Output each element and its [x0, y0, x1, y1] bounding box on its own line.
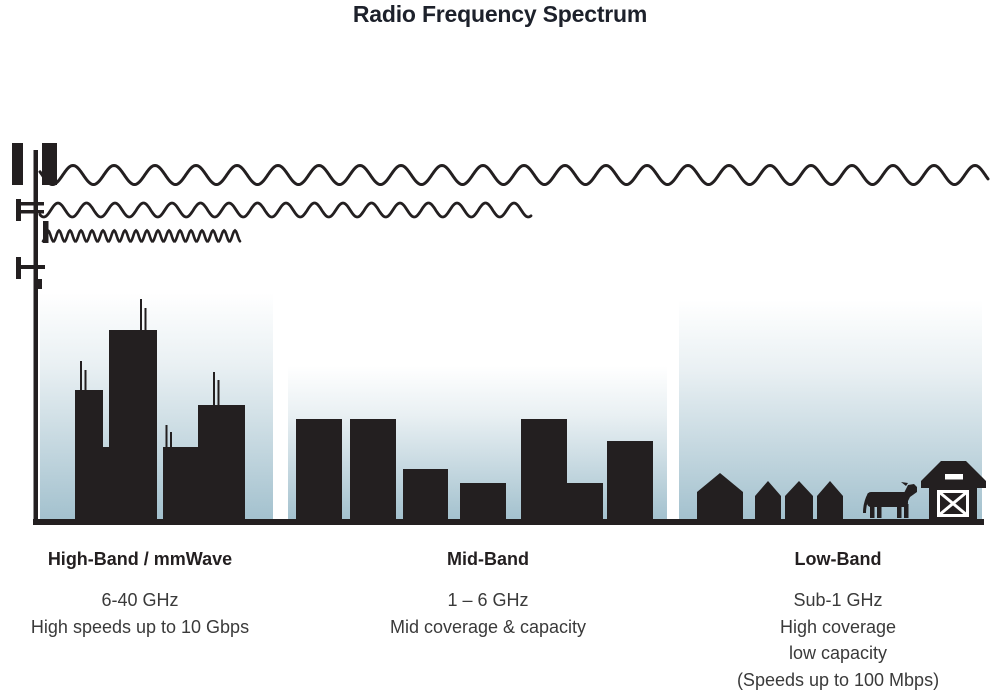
building-icon	[521, 419, 567, 521]
low-band-description: Sub-1 GHz High coverage low capacity (Speed…	[703, 587, 973, 693]
radio-waves	[38, 163, 990, 243]
low-band-line: low capacity	[788, 643, 888, 663]
mid-band-line: 1 – 6 GHz	[447, 590, 529, 610]
skyscraper-icon	[103, 447, 109, 521]
low-band-village	[697, 473, 843, 521]
building-icon	[567, 483, 603, 521]
building-icon	[403, 469, 448, 521]
building-icon	[350, 419, 396, 521]
building-icon	[296, 419, 342, 521]
barn-icon	[921, 461, 986, 520]
high-band-description: 6-40 GHz High speeds up to 10 Gbps	[15, 587, 265, 640]
building-icon	[607, 441, 653, 521]
high-band-line: High speeds up to 10 Gbps	[30, 616, 250, 637]
low-band-line: (Speeds up to 100 Mbps)	[736, 669, 940, 690]
ground-line	[33, 519, 984, 525]
mid-band-skyline	[296, 419, 653, 521]
house-icon	[697, 473, 743, 521]
rooftop-antenna-icon	[213, 372, 215, 406]
low-band-line: High coverage	[779, 616, 897, 637]
high-band-heading: High-Band / mmWave	[47, 549, 233, 569]
rooftop-antenna-icon	[165, 425, 168, 448]
rooftop-antenna-icon	[144, 308, 147, 331]
rooftop-antenna-icon	[170, 432, 172, 448]
low-band-wave-icon	[38, 163, 990, 186]
high-band-label: High-Band / mmWave 6-40 GHz High speeds u…	[15, 549, 265, 640]
low-band-label: Low-Band Sub-1 GHz High coverage low capac…	[703, 549, 973, 693]
mid-band-line: Mid coverage & capacity	[389, 616, 587, 637]
high-band-line: 6-40 GHz	[101, 590, 179, 610]
house-icon	[785, 481, 813, 521]
cow-icon	[863, 482, 917, 518]
high-band-skyline	[75, 299, 245, 521]
mid-band-label: Mid-Band 1 – 6 GHz Mid coverage & capacit…	[363, 549, 613, 640]
rooftop-antenna-icon	[217, 380, 220, 406]
rooftop-antenna-icon	[140, 299, 142, 331]
rooftop-antenna-icon	[84, 370, 87, 391]
mid-band-description: 1 – 6 GHz Mid coverage & capacity	[363, 587, 613, 640]
rooftop-antenna-icon	[80, 361, 82, 391]
high-band-wave-icon	[41, 228, 242, 243]
skyscraper-icon	[109, 330, 157, 521]
house-icon	[817, 481, 843, 521]
mid-band-wave-icon	[38, 201, 533, 219]
house-icon	[755, 481, 781, 521]
building-icon	[460, 483, 506, 521]
ground-line	[33, 519, 984, 525]
skyscraper-icon	[198, 405, 245, 521]
low-band-heading: Low-Band	[794, 549, 882, 569]
mid-band-heading: Mid-Band	[447, 549, 529, 569]
skyscraper-icon	[163, 447, 198, 521]
skyscraper-icon	[75, 390, 103, 521]
cell-tower-icon	[12, 143, 57, 523]
low-band-line: Sub-1 GHz	[793, 590, 883, 610]
page-title: Radio Frequency Spectrum	[352, 1, 648, 27]
